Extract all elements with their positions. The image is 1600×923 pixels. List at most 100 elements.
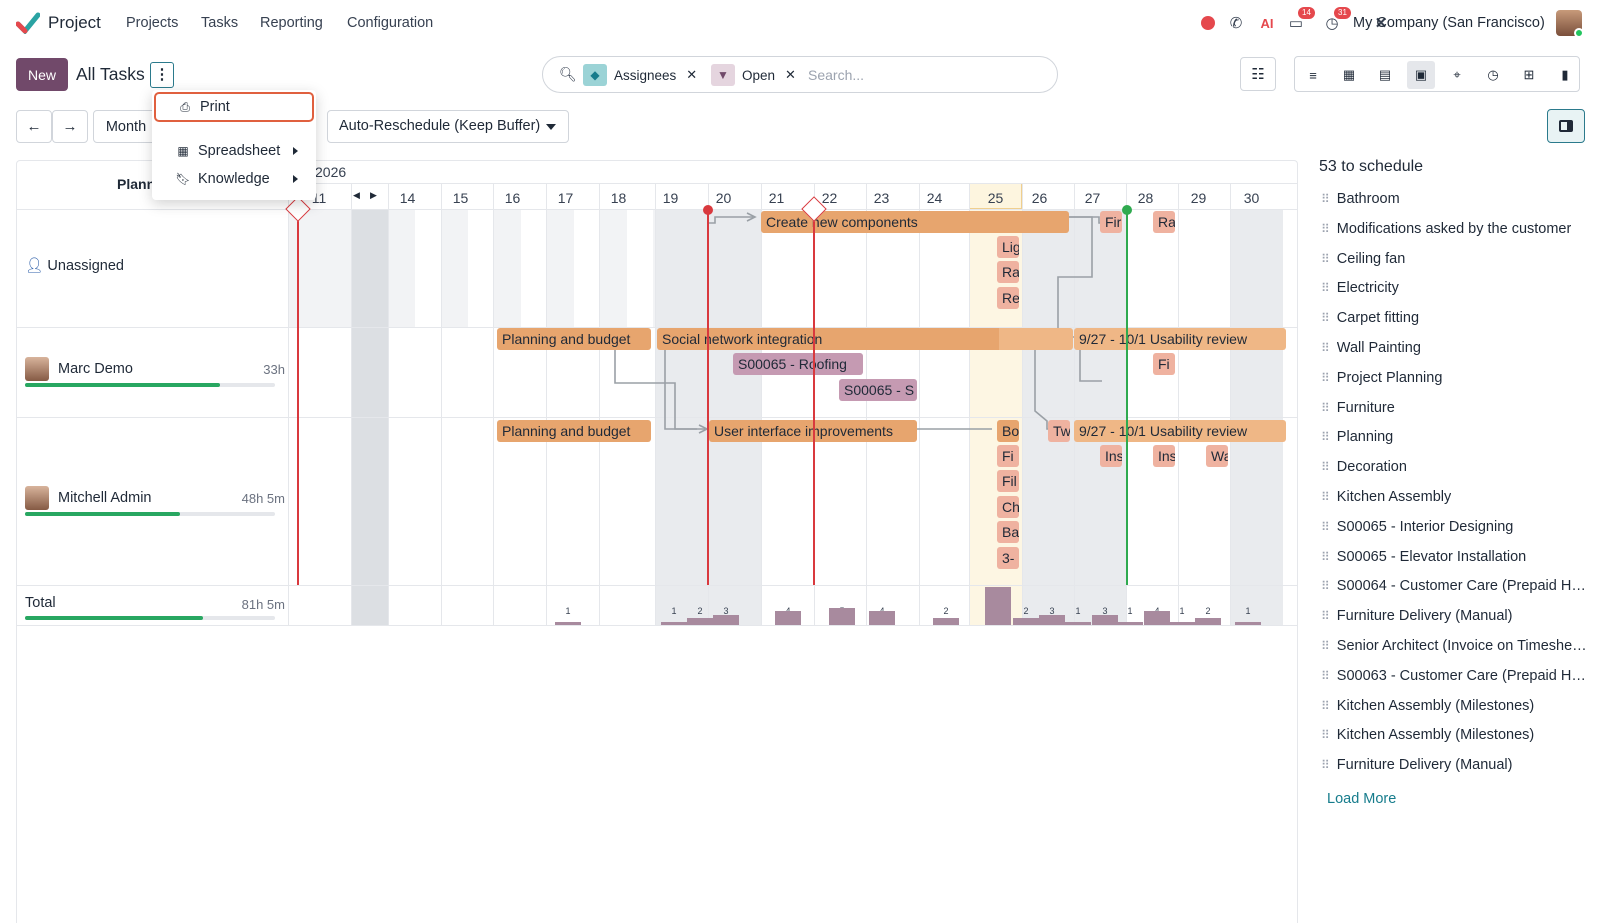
- task-bar[interactable]: Wa: [1206, 445, 1228, 467]
- previous-period-button[interactable]: ←: [16, 110, 52, 143]
- search-icon[interactable]: 🔍︎: [559, 66, 577, 82]
- task-bar[interactable]: Create new components: [761, 211, 1069, 233]
- remove-facet-assignees-icon[interactable]: ✕: [686, 67, 698, 82]
- task-bar[interactable]: Fi: [1153, 353, 1175, 375]
- unscheduled-task-item[interactable]: ⠿ Planning: [1321, 429, 1589, 445]
- task-bar[interactable]: Ch: [997, 496, 1019, 518]
- graph-view-icon[interactable]: ▮: [1561, 67, 1569, 82]
- actions-menu-button[interactable]: ⋮: [150, 62, 174, 88]
- unscheduled-task-item[interactable]: ⠿ Wall Painting: [1321, 340, 1589, 356]
- nav-tasks[interactable]: Tasks: [201, 15, 239, 31]
- drag-handle-icon[interactable]: ⠿: [1321, 311, 1330, 326]
- drag-handle-icon[interactable]: ⠿: [1321, 758, 1330, 773]
- unscheduled-task-item[interactable]: ⠿ Bathroom: [1321, 191, 1589, 207]
- unscheduled-task-item[interactable]: ⠿ Furniture Delivery (Manual): [1321, 757, 1589, 773]
- drag-handle-icon[interactable]: ⠿: [1321, 460, 1330, 475]
- ai-icon[interactable]: AI: [1260, 15, 1274, 31]
- tools-icon[interactable]: ✕: [1374, 15, 1388, 32]
- map-view-icon[interactable]: ⌖: [1453, 67, 1461, 82]
- drag-handle-icon[interactable]: ⠿: [1321, 281, 1330, 296]
- unscheduled-task-item[interactable]: ⠿ Ceiling fan: [1321, 251, 1589, 267]
- unscheduled-task-item[interactable]: ⠿ S00065 - Interior Designing: [1321, 519, 1589, 535]
- phone-icon[interactable]: ✆: [1229, 15, 1243, 32]
- clock-icon[interactable]: ◷ 31: [1322, 7, 1351, 33]
- task-bar[interactable]: Planning and budget: [497, 328, 651, 350]
- unscheduled-task-item[interactable]: ⠿ Kitchen Assembly (Milestones): [1321, 698, 1589, 714]
- task-bar[interactable]: Tw: [1048, 420, 1070, 442]
- task-bar[interactable]: Social network integration: [657, 328, 1073, 350]
- drag-handle-icon[interactable]: ⠿: [1321, 609, 1330, 624]
- unscheduled-task-item[interactable]: ⠿ Furniture Delivery (Manual): [1321, 608, 1589, 624]
- next-period-button[interactable]: →: [52, 110, 88, 143]
- task-bar[interactable]: Ins: [1100, 445, 1122, 467]
- task-bar[interactable]: S00065 - S: [839, 379, 917, 401]
- gantt-row-mitchell-admin[interactable]: Mitchell Admin: [25, 486, 151, 510]
- menu-knowledge[interactable]: 🔖︎ Knowledge: [154, 164, 314, 194]
- task-bar[interactable]: Bo: [997, 420, 1019, 442]
- calendar-view-icon[interactable]: ▤: [1378, 67, 1392, 82]
- drag-handle-icon[interactable]: ⠿: [1321, 519, 1330, 534]
- scale-dropdown[interactable]: Month: [93, 110, 159, 143]
- unscheduled-task-item[interactable]: ⠿ Senior Architect (Invoice on Timesheets…: [1321, 638, 1589, 654]
- task-bar[interactable]: 9/27 - 10/1 Usability review: [1074, 420, 1286, 442]
- drag-handle-icon[interactable]: ⠿: [1321, 728, 1330, 743]
- task-bar[interactable]: 3-: [997, 547, 1019, 569]
- collapse-right-icon[interactable]: ▶: [370, 190, 377, 200]
- unscheduled-task-item[interactable]: ⠿ Kitchen Assembly (Milestones): [1321, 727, 1589, 743]
- unscheduled-task-item[interactable]: ⠿ Carpet fitting: [1321, 310, 1589, 326]
- list-view-icon[interactable]: ≡: [1309, 67, 1317, 83]
- drag-handle-icon[interactable]: ⠿: [1321, 251, 1330, 266]
- drag-handle-icon[interactable]: ⠿: [1321, 221, 1330, 236]
- nav-configuration[interactable]: Configuration: [347, 15, 434, 31]
- unscheduled-task-item[interactable]: ⠿ S00064 - Customer Care (Prepaid Hours): [1321, 578, 1589, 594]
- unscheduled-task-item[interactable]: ⠿ Furniture: [1321, 400, 1589, 416]
- unscheduled-task-item[interactable]: ⠿ S00063 - Customer Care (Prepaid Hours): [1321, 668, 1589, 684]
- search-input[interactable]: [808, 65, 1038, 85]
- drag-handle-icon[interactable]: ⠿: [1321, 430, 1330, 445]
- unscheduled-task-item[interactable]: ⠿ Decoration: [1321, 459, 1589, 475]
- app-name[interactable]: Project: [48, 13, 101, 32]
- kanban-view-icon[interactable]: ▦: [1342, 67, 1356, 82]
- gantt-row-unassigned[interactable]: 👤︎ Unassigned: [25, 257, 124, 275]
- task-bar[interactable]: Fi: [997, 445, 1019, 467]
- task-bar[interactable]: Lig: [997, 236, 1019, 258]
- menu-spreadsheet[interactable]: ▦ Spreadsheet: [154, 136, 314, 166]
- nav-reporting[interactable]: Reporting: [260, 15, 323, 31]
- record-icon[interactable]: [1198, 13, 1218, 33]
- drag-handle-icon[interactable]: ⠿: [1321, 192, 1330, 206]
- remove-facet-open-icon[interactable]: ✕: [785, 67, 796, 82]
- menu-print[interactable]: ⎙ Print: [154, 92, 314, 122]
- drag-handle-icon[interactable]: ⠿: [1321, 639, 1330, 653]
- drag-handle-icon[interactable]: ⠿: [1321, 490, 1330, 504]
- task-bar[interactable]: Ra: [997, 261, 1019, 283]
- project-logo-icon[interactable]: [16, 12, 40, 34]
- toggle-side-panel-button[interactable]: [1547, 109, 1585, 143]
- unscheduled-task-item[interactable]: ⠿ Electricity: [1321, 280, 1589, 296]
- task-bar[interactable]: Re: [997, 287, 1019, 309]
- task-bar[interactable]: Planning and budget: [497, 420, 651, 442]
- unscheduled-task-item[interactable]: ⠿ Kitchen Assembly: [1321, 489, 1589, 505]
- drag-handle-icon[interactable]: ⠿: [1321, 341, 1330, 355]
- reschedule-dropdown[interactable]: Auto-Reschedule (Keep Buffer): [327, 110, 569, 143]
- task-bar[interactable]: Fil: [997, 470, 1019, 492]
- drag-handle-icon[interactable]: ⠿: [1321, 370, 1330, 385]
- drag-handle-icon[interactable]: ⠿: [1321, 400, 1330, 415]
- search-bar[interactable]: 🔍︎ ◆ Assignees ✕ ▼ Open ✕: [542, 56, 1058, 93]
- unscheduled-task-item[interactable]: ⠿ Modifications asked by the customer: [1321, 221, 1589, 237]
- company-switcher[interactable]: My Company (San Francisco): [1353, 15, 1545, 31]
- collapse-left-icon[interactable]: ◀: [353, 190, 360, 200]
- unscheduled-task-item[interactable]: ⠿ Project Planning: [1321, 370, 1589, 386]
- nav-projects[interactable]: Projects: [126, 15, 179, 31]
- drag-handle-icon[interactable]: ⠿: [1321, 698, 1330, 713]
- activity-view-icon[interactable]: ◷: [1487, 67, 1499, 82]
- task-bar[interactable]: 9/27 - 10/1 Usability review: [1074, 328, 1286, 350]
- drag-handle-icon[interactable]: ⠿: [1321, 579, 1330, 594]
- pivot-view-icon[interactable]: ⊞: [1523, 67, 1535, 82]
- gantt-view-icon[interactable]: ▣: [1407, 61, 1435, 89]
- task-bar[interactable]: S00065 - Roofing: [733, 353, 863, 375]
- chat-icon[interactable]: ▭ 14: [1286, 7, 1315, 33]
- drag-handle-icon[interactable]: ⠿: [1321, 549, 1330, 564]
- drag-handle-icon[interactable]: ⠿: [1321, 668, 1330, 683]
- task-bar[interactable]: Ra: [1153, 211, 1175, 233]
- search-options-button[interactable]: ☷: [1240, 57, 1276, 91]
